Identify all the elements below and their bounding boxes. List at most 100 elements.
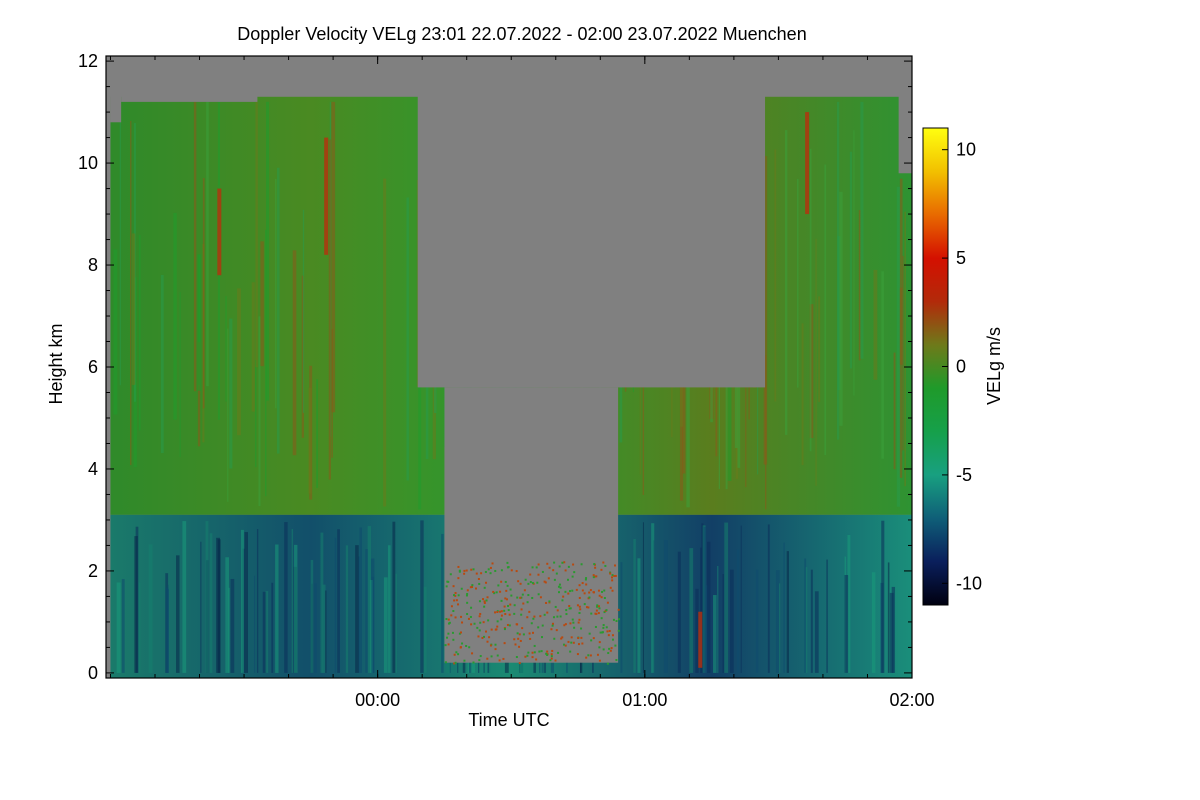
speckle	[592, 591, 595, 594]
velocity-streak	[119, 101, 121, 386]
speckle	[457, 603, 460, 606]
speckle	[608, 647, 611, 650]
speckle	[573, 626, 576, 629]
velocity-streak	[441, 533, 444, 673]
speckle	[611, 579, 614, 582]
speckle	[532, 617, 535, 620]
speckle	[477, 635, 480, 638]
speckle	[585, 583, 588, 586]
velocity-streak	[677, 551, 681, 673]
speckle	[508, 613, 511, 616]
speckle	[520, 596, 523, 599]
speckle	[458, 632, 461, 635]
velocity-streak	[814, 591, 819, 673]
speckle	[467, 617, 470, 620]
velocity-streak	[197, 342, 201, 447]
x-tick-label: 00:00	[355, 690, 400, 710]
speckle	[548, 566, 551, 569]
speckle	[485, 599, 488, 602]
velocity-streak	[258, 316, 261, 506]
y-tick-label: 0	[88, 663, 98, 683]
speckle	[559, 615, 562, 618]
velocity-streak	[698, 611, 703, 668]
speckle	[583, 592, 586, 595]
speckle	[557, 651, 560, 654]
speckle	[483, 601, 486, 604]
velocity-streak	[620, 562, 623, 673]
speckle	[601, 631, 604, 634]
velocity-streak	[276, 167, 280, 454]
speckle	[617, 608, 620, 611]
speckle	[452, 585, 455, 588]
speckle	[602, 624, 605, 627]
speckle	[458, 570, 461, 573]
velocity-streak	[320, 532, 324, 673]
speckle	[567, 565, 570, 568]
velocity-streak	[160, 274, 164, 454]
velocity-streak	[206, 101, 209, 387]
speckle	[594, 625, 597, 628]
speckle	[485, 630, 488, 633]
speckle	[494, 569, 497, 572]
speckle	[509, 603, 512, 606]
x-tick-label: 01:00	[622, 690, 667, 710]
velocity-streak	[371, 576, 375, 673]
speckle	[483, 586, 486, 589]
speckle	[445, 617, 448, 620]
speckle	[510, 594, 513, 597]
speckle	[606, 630, 609, 633]
speckle	[602, 626, 605, 629]
speckle	[486, 657, 489, 660]
speckle	[447, 643, 450, 646]
velocity-streak	[334, 537, 337, 673]
speckle	[453, 599, 456, 602]
velocity-streak	[729, 569, 734, 673]
speckle	[569, 622, 572, 625]
velocity-streak	[775, 570, 780, 673]
speckle	[502, 657, 505, 660]
speckle	[598, 607, 601, 610]
velocity-streak	[244, 532, 248, 673]
velocity-streak	[193, 101, 197, 392]
speckle	[509, 588, 512, 591]
velocity-streak	[113, 249, 118, 415]
speckle	[578, 605, 581, 608]
speckle	[550, 628, 553, 631]
velocity-streak	[810, 569, 813, 673]
speckle	[581, 589, 584, 592]
no-signal-region	[121, 61, 258, 102]
colorbar-tick-label: 5	[956, 248, 966, 268]
velocity-streak	[418, 300, 422, 510]
speckle	[480, 572, 483, 575]
velocity-streak	[701, 523, 704, 673]
velocity-streak	[262, 591, 267, 673]
velocity-streak	[205, 521, 209, 673]
velocity-streak	[815, 238, 817, 486]
speckle	[611, 574, 614, 577]
speckle	[504, 580, 507, 583]
speckle	[571, 589, 574, 592]
speckle	[496, 611, 499, 614]
speckle	[609, 649, 612, 652]
colorbar-tick-label: 0	[956, 357, 966, 377]
speckle	[531, 566, 534, 569]
velocity-streak	[294, 544, 298, 673]
speckle	[478, 582, 481, 585]
speckle	[527, 594, 530, 597]
velocity-streak	[423, 586, 427, 673]
speckle	[564, 590, 567, 593]
speckle	[585, 577, 588, 580]
velocity-streak	[713, 595, 717, 673]
speckle	[463, 659, 466, 662]
speckle	[581, 642, 584, 645]
velocity-streak	[392, 521, 396, 673]
speckle	[578, 618, 581, 621]
speckle	[588, 596, 591, 599]
speckle	[564, 623, 567, 626]
speckle	[565, 609, 568, 612]
speckle	[532, 631, 535, 634]
speckle	[554, 605, 557, 608]
velocity-streak	[308, 387, 312, 494]
speckle	[572, 621, 575, 624]
speckle	[600, 568, 603, 571]
